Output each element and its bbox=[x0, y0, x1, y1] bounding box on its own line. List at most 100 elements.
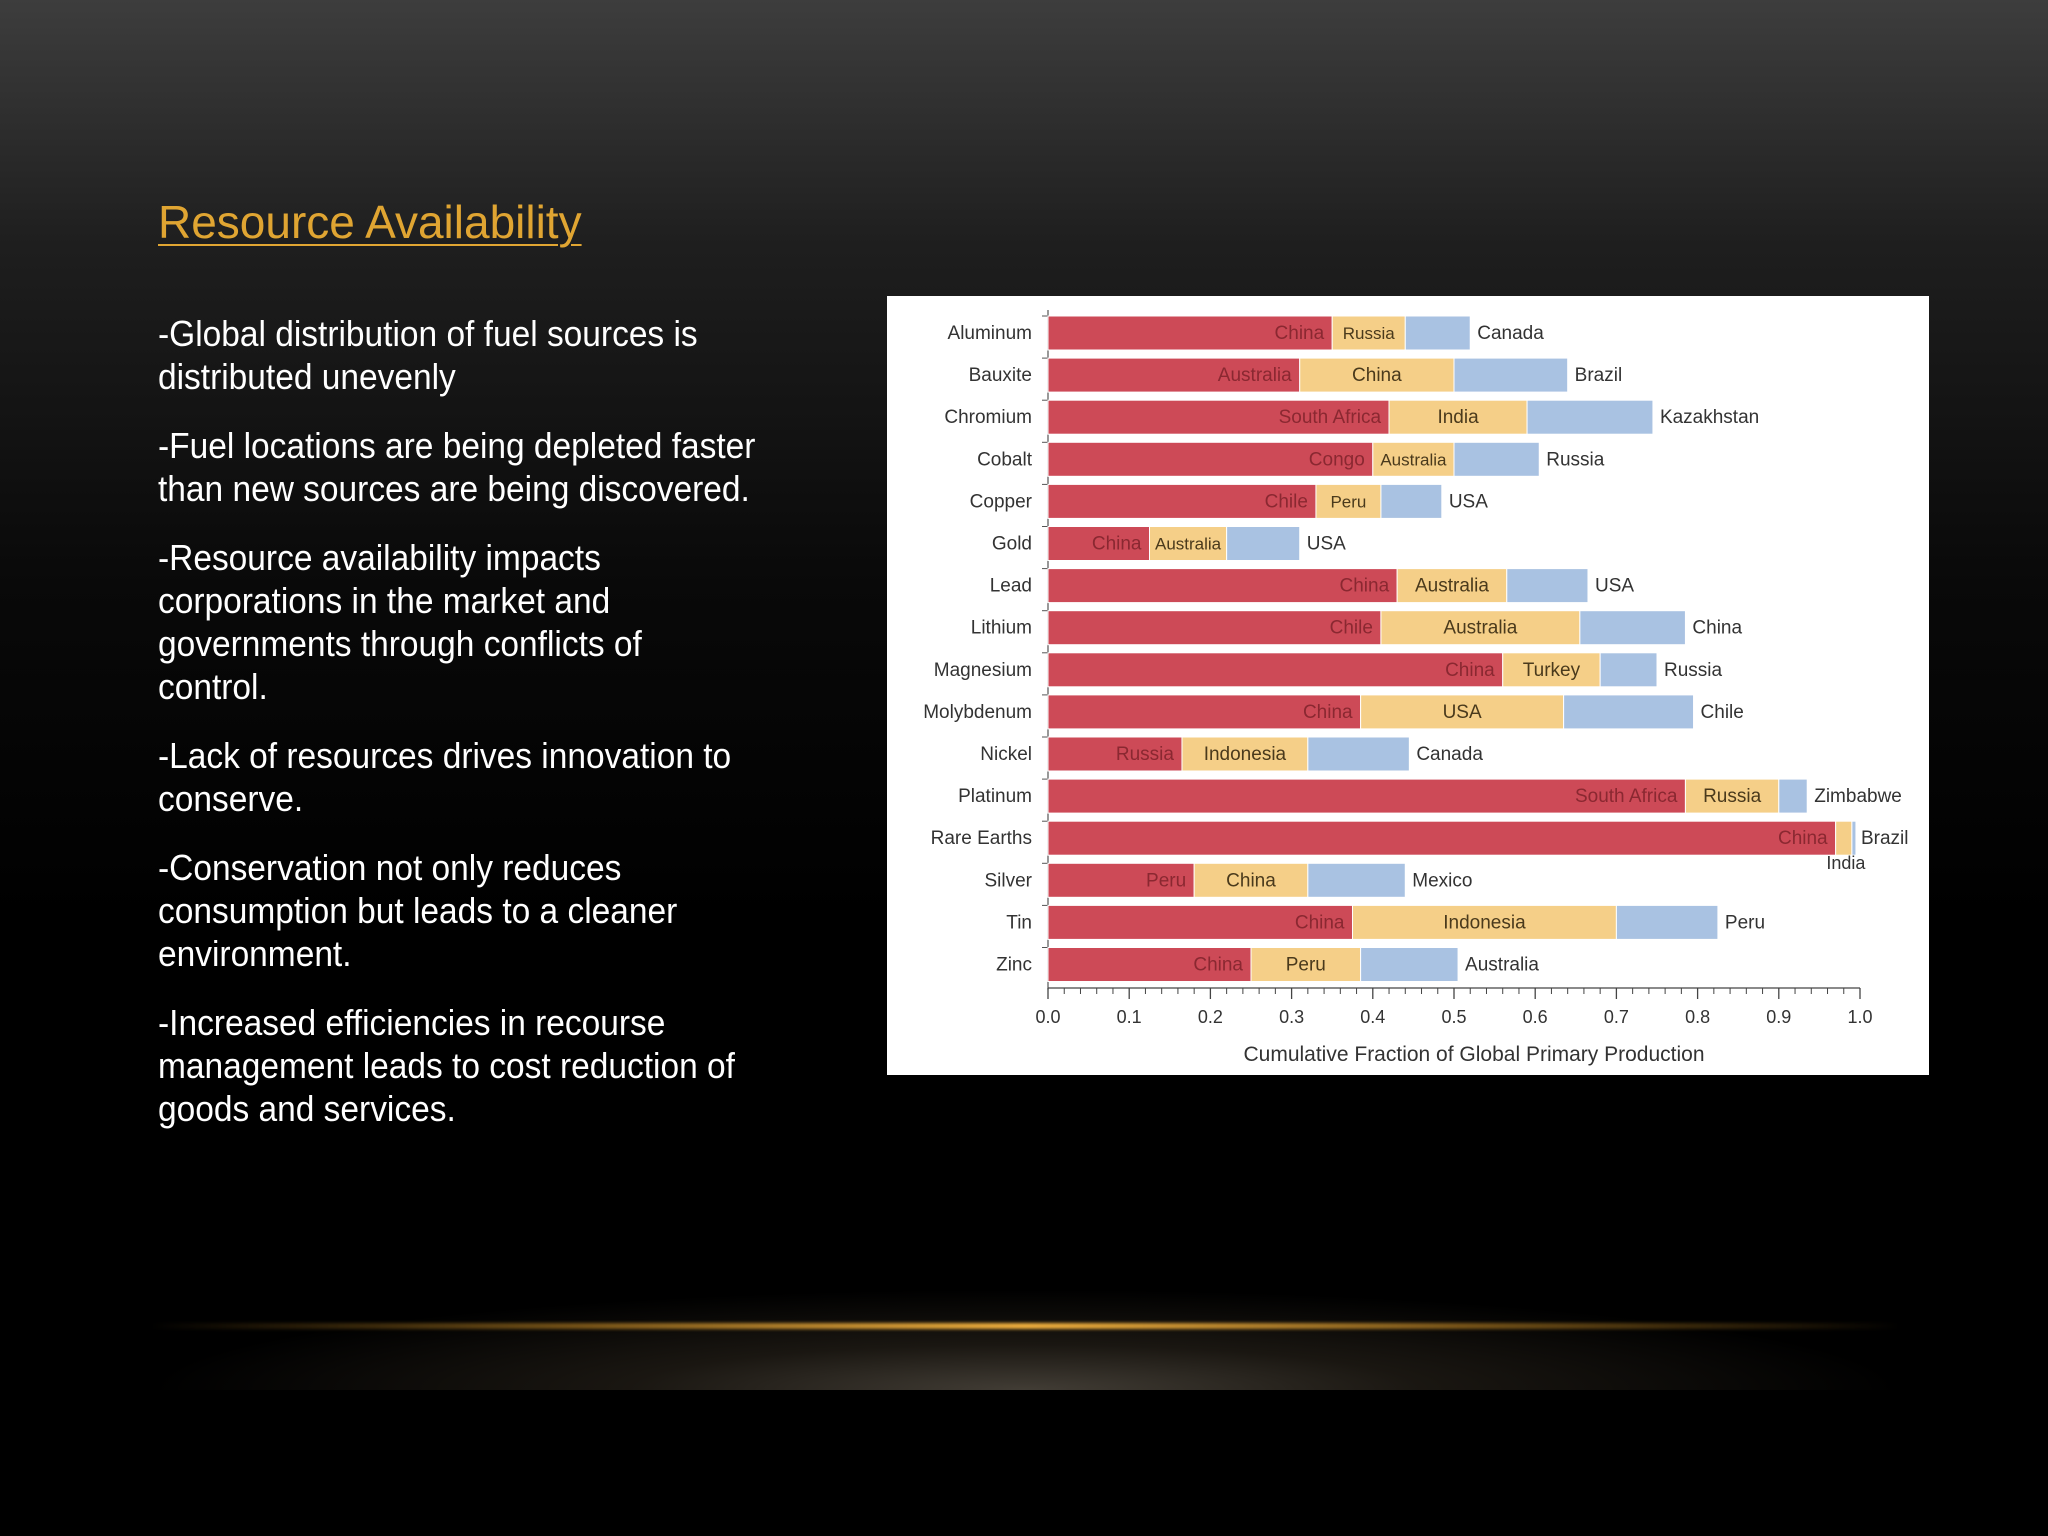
segment-label: Chile bbox=[1265, 491, 1308, 512]
bullet-line: environment. bbox=[158, 933, 352, 974]
segment-label: Australia bbox=[1218, 365, 1292, 386]
bar-segment bbox=[1047, 820, 1837, 856]
x-tick-label: 0.1 bbox=[1117, 1007, 1142, 1027]
category-label: Lithium bbox=[971, 618, 1032, 639]
segment-label: Russia bbox=[1116, 744, 1175, 765]
category-label: Chromium bbox=[944, 407, 1032, 428]
x-tick-label: 1.0 bbox=[1847, 1007, 1872, 1027]
category-label: Lead bbox=[990, 576, 1032, 597]
bar-segment bbox=[1360, 947, 1459, 982]
category-label: Tin bbox=[1006, 912, 1032, 933]
segment-label: USA bbox=[1449, 491, 1488, 512]
segment-label: Russia bbox=[1343, 324, 1396, 343]
segment-label: Turkey bbox=[1523, 660, 1581, 681]
bar-segment bbox=[1047, 399, 1390, 435]
bar-segment bbox=[1047, 947, 1252, 982]
segment-label: China bbox=[1193, 955, 1243, 976]
bullet-list: -Global distribution of fuel sources is d… bbox=[158, 312, 798, 1156]
segment-label: China bbox=[1445, 660, 1495, 681]
bullet-line: -Conservation not only reduces bbox=[158, 847, 622, 888]
segment-label: China bbox=[1692, 618, 1742, 639]
bar-segment bbox=[1396, 568, 1508, 604]
segment-label: Australia bbox=[1415, 576, 1489, 597]
bar-segment bbox=[1599, 652, 1658, 688]
segment-label: Kazakhstan bbox=[1660, 407, 1759, 428]
bar-segment bbox=[1047, 652, 1504, 688]
bar-segment bbox=[1360, 694, 1565, 730]
bar-segment bbox=[1380, 610, 1581, 646]
production-chart: Aluminum China Russia Canada Bauxite Australi… bbox=[887, 296, 1929, 1075]
bar-segment bbox=[1250, 947, 1362, 982]
segment-label: China bbox=[1352, 365, 1402, 386]
segment-label: Russia bbox=[1546, 449, 1605, 470]
x-tick-label: 0.4 bbox=[1360, 1007, 1385, 1027]
segment-label: USA bbox=[1443, 702, 1482, 723]
bar-segment bbox=[1047, 441, 1374, 477]
bullet-item: -Conservation not only reduces consumptio… bbox=[158, 846, 753, 975]
category-label: Nickel bbox=[980, 744, 1032, 765]
bullet-line: consumption but leads to a cleaner bbox=[158, 890, 678, 931]
bullet-line: goods and services. bbox=[158, 1088, 456, 1129]
segment-label: Russia bbox=[1664, 660, 1723, 681]
category-label: Magnesium bbox=[934, 660, 1032, 681]
x-tick-label: 0.7 bbox=[1604, 1007, 1629, 1027]
segment-label: Australia bbox=[1380, 450, 1447, 469]
segment-label: China bbox=[1092, 534, 1142, 555]
bar-segment bbox=[1835, 820, 1853, 856]
bar-segment bbox=[1352, 904, 1617, 940]
bar-segment bbox=[1615, 904, 1719, 940]
bar-segment bbox=[1563, 694, 1695, 730]
bullet-item: -Global distribution of fuel sources is d… bbox=[158, 312, 753, 398]
x-tick-label: 0.8 bbox=[1685, 1007, 1710, 1027]
segment-label: Indonesia bbox=[1204, 744, 1287, 765]
bullet-line: control. bbox=[158, 666, 268, 707]
bar-segment bbox=[1506, 568, 1589, 604]
segment-label: USA bbox=[1307, 534, 1346, 555]
bar-segment bbox=[1331, 315, 1406, 351]
bar-segment bbox=[1404, 315, 1471, 351]
bar-segment bbox=[1388, 399, 1528, 435]
bar-segment bbox=[1047, 483, 1317, 519]
segment-label: Chile bbox=[1330, 618, 1373, 639]
bar-segment bbox=[1047, 778, 1686, 814]
category-label: Bauxite bbox=[969, 365, 1032, 386]
bar-segment bbox=[1047, 526, 1150, 561]
bullet-line: distributed unevenly bbox=[158, 356, 456, 397]
bullet-line: management leads to cost reduction of bbox=[158, 1045, 735, 1086]
accent-line bbox=[150, 1323, 1900, 1329]
bar-segment bbox=[1047, 315, 1333, 351]
bar-segment bbox=[1047, 568, 1398, 604]
bar-segment bbox=[1453, 357, 1569, 393]
chart-svg: Aluminum China Russia Canada Bauxite Australi… bbox=[923, 310, 1909, 1066]
segment-label: Chile bbox=[1701, 702, 1744, 723]
bar-segment bbox=[1307, 862, 1406, 898]
segment-label: USA bbox=[1595, 576, 1634, 597]
bar-segment bbox=[1307, 736, 1410, 772]
category-label: Rare Earths bbox=[931, 828, 1032, 849]
bar-segment bbox=[1380, 483, 1443, 519]
slide-title: Resource Availability bbox=[158, 196, 582, 248]
x-tick-label: 0.3 bbox=[1279, 1007, 1304, 1027]
bullet-line: -Increased efficiencies in recourse bbox=[158, 1002, 666, 1043]
segment-label: Mexico bbox=[1412, 870, 1472, 891]
bullet-item: -Fuel locations are being depleted faste… bbox=[158, 424, 756, 510]
segment-label: Canada bbox=[1477, 323, 1544, 344]
category-label: Aluminum bbox=[948, 323, 1032, 344]
bullet-line: corporations in the market and bbox=[158, 580, 611, 621]
x-axis-title: Cumulative Fraction of Global Primary Pr… bbox=[1243, 1043, 1704, 1066]
segment-label: Peru bbox=[1330, 492, 1366, 511]
segment-label: India bbox=[1826, 853, 1866, 873]
segment-label: Brazil bbox=[1861, 828, 1909, 849]
bullet-line: -Lack of resources drives innovation to bbox=[158, 735, 732, 776]
segment-label: Australia bbox=[1465, 955, 1539, 976]
bar-segment bbox=[1226, 526, 1301, 561]
bullet-line: -Fuel locations are being depleted faste… bbox=[158, 425, 756, 466]
segment-label: India bbox=[1437, 407, 1479, 428]
x-tick-label: 0.5 bbox=[1441, 1007, 1466, 1027]
bar-segment bbox=[1526, 399, 1654, 435]
bar-segment bbox=[1453, 441, 1540, 477]
category-label: Molybdenum bbox=[923, 702, 1032, 723]
segment-label: Peru bbox=[1146, 870, 1186, 891]
bullet-line: than new sources are being discovered. bbox=[158, 468, 750, 509]
bar-segment bbox=[1502, 652, 1601, 688]
